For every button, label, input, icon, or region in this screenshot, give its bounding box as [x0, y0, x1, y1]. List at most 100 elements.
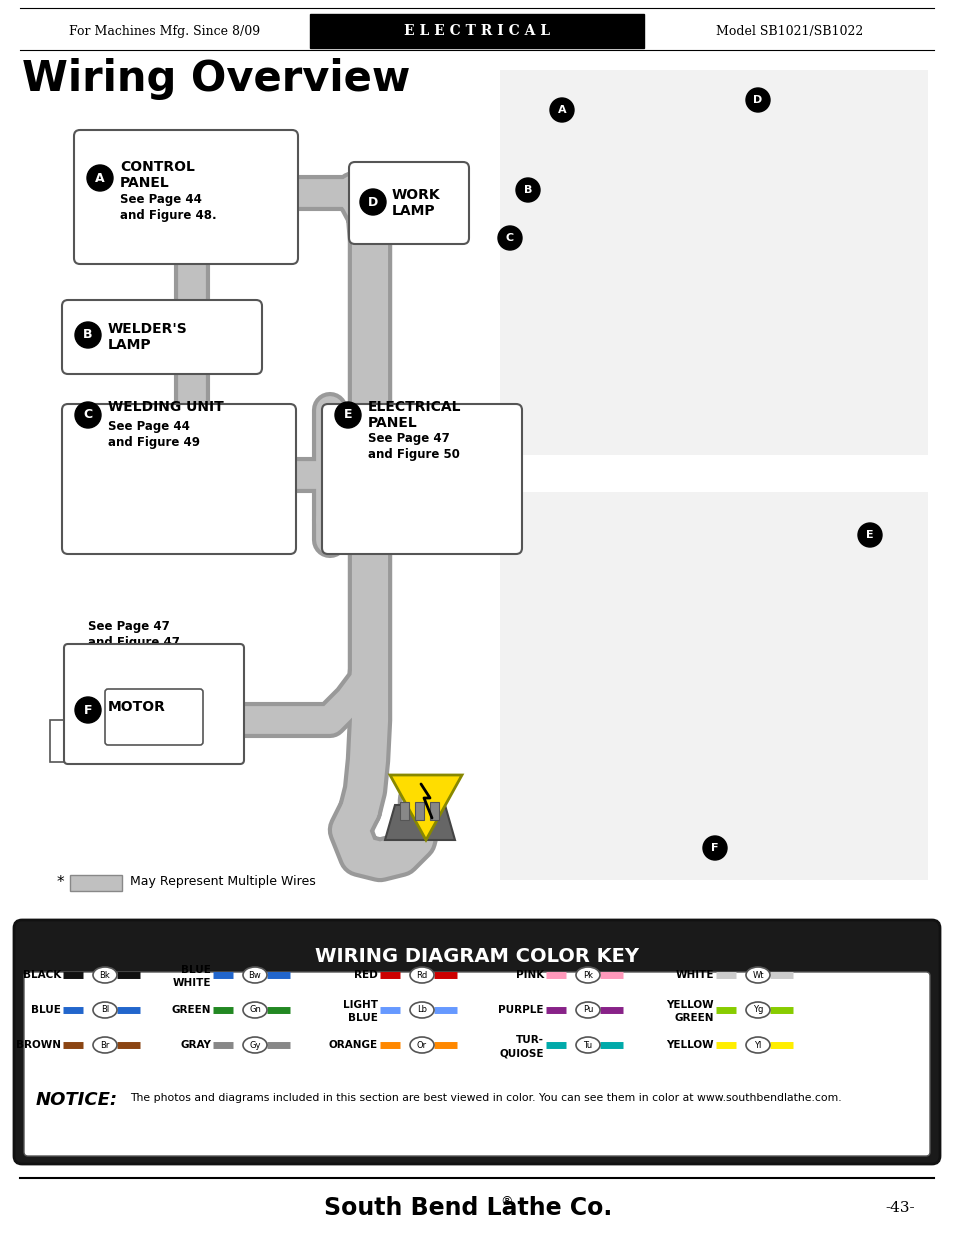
Text: BLACK: BLACK [23, 969, 61, 981]
Bar [50, 720, 68, 762]
FancyBboxPatch shape [64, 643, 244, 764]
Text: ELECTRICAL
PANEL: ELECTRICAL PANEL [368, 400, 461, 430]
Ellipse shape [243, 967, 267, 983]
Circle shape [335, 403, 360, 429]
Text: WHITE: WHITE [172, 978, 211, 988]
Bar [499, 492, 927, 881]
Text: Or: Or [416, 1041, 427, 1050]
Circle shape [702, 836, 726, 860]
Text: CONTROL
PANEL: CONTROL PANEL [120, 161, 194, 190]
Text: *: * [56, 874, 64, 889]
Text: See Page 44
and Figure 48.: See Page 44 and Figure 48. [120, 193, 216, 222]
Text: C: C [83, 409, 92, 421]
Ellipse shape [243, 1002, 267, 1018]
Text: Br: Br [100, 1041, 110, 1050]
Text: QUIOSE: QUIOSE [499, 1049, 543, 1058]
Text: RED: RED [354, 969, 377, 981]
Text: -43-: -43- [884, 1200, 914, 1215]
Polygon shape [385, 805, 455, 840]
Circle shape [516, 178, 539, 203]
Circle shape [359, 189, 386, 215]
Text: PINK: PINK [516, 969, 543, 981]
FancyBboxPatch shape [14, 920, 939, 1165]
Bar [430, 802, 438, 820]
FancyBboxPatch shape [349, 162, 469, 245]
Circle shape [857, 522, 882, 547]
Text: E: E [865, 530, 873, 540]
Text: WIRING DIAGRAM COLOR KEY: WIRING DIAGRAM COLOR KEY [314, 946, 639, 966]
Text: E L E C T R I C A L: E L E C T R I C A L [403, 23, 550, 38]
Text: B: B [523, 185, 532, 195]
Ellipse shape [92, 1002, 117, 1018]
Ellipse shape [745, 1002, 769, 1018]
Ellipse shape [410, 1037, 434, 1053]
Text: Yg: Yg [752, 1005, 762, 1014]
Ellipse shape [92, 967, 117, 983]
Text: WELDING UNIT: WELDING UNIT [108, 400, 224, 414]
Circle shape [87, 165, 112, 191]
Text: C: C [505, 233, 514, 243]
FancyBboxPatch shape [24, 972, 929, 1156]
Bar [310, 14, 643, 48]
Text: WHITE: WHITE [675, 969, 713, 981]
Text: See Page 47
and Figure 50: See Page 47 and Figure 50 [368, 432, 459, 461]
Text: GREEN: GREEN [674, 1013, 713, 1023]
Text: Bl: Bl [101, 1005, 109, 1014]
Ellipse shape [410, 967, 434, 983]
Text: Wiring Overview: Wiring Overview [22, 58, 410, 100]
Text: BROWN: BROWN [16, 1040, 61, 1050]
Text: BLUE: BLUE [181, 965, 211, 974]
Text: E: E [343, 409, 352, 421]
Text: See Page 47
and Figure 47: See Page 47 and Figure 47 [88, 620, 180, 650]
Circle shape [550, 98, 574, 122]
Text: D: D [368, 195, 377, 209]
Text: GRAY: GRAY [180, 1040, 211, 1050]
Text: WELDER'S
LAMP: WELDER'S LAMP [108, 322, 188, 352]
Polygon shape [390, 776, 461, 840]
Text: PURPLE: PURPLE [498, 1005, 543, 1015]
Text: B: B [83, 329, 92, 342]
Ellipse shape [745, 967, 769, 983]
Text: MOTOR: MOTOR [108, 700, 166, 714]
FancyBboxPatch shape [105, 689, 203, 745]
Text: Bw: Bw [249, 971, 261, 979]
Text: ®: ® [499, 1195, 512, 1209]
Bar [499, 70, 927, 454]
Text: May Represent Multiple Wires: May Represent Multiple Wires [130, 876, 315, 888]
Bar [70, 876, 122, 890]
Text: The photos and diagrams included in this section are best viewed in color. You c: The photos and diagrams included in this… [130, 1093, 841, 1103]
Text: See Page 44
and Figure 49: See Page 44 and Figure 49 [108, 420, 200, 450]
Text: Model SB1021/SB1022: Model SB1021/SB1022 [716, 25, 862, 37]
Text: LIGHT: LIGHT [343, 1000, 377, 1010]
Text: Tu: Tu [583, 1041, 592, 1050]
Text: Lb: Lb [416, 1005, 427, 1014]
Text: WORK
LAMP: WORK LAMP [392, 188, 440, 219]
Text: BLUE: BLUE [348, 1013, 377, 1023]
Text: A: A [558, 105, 566, 115]
Ellipse shape [92, 1037, 117, 1053]
Text: BLUE: BLUE [31, 1005, 61, 1015]
FancyBboxPatch shape [74, 130, 297, 264]
Text: Yl: Yl [754, 1041, 760, 1050]
Circle shape [745, 88, 769, 112]
Circle shape [75, 403, 101, 429]
FancyBboxPatch shape [322, 404, 521, 555]
Circle shape [75, 697, 101, 722]
Text: F: F [84, 704, 92, 716]
Bar [399, 802, 409, 820]
Bar [415, 802, 423, 820]
Text: Bk: Bk [99, 971, 111, 979]
Text: D: D [753, 95, 761, 105]
Text: NOTICE:: NOTICE: [36, 1091, 118, 1109]
FancyBboxPatch shape [62, 404, 295, 555]
Text: Gy: Gy [249, 1041, 260, 1050]
Text: TUR-: TUR- [516, 1035, 543, 1045]
Text: A: A [95, 172, 105, 184]
Text: Gn: Gn [249, 1005, 261, 1014]
Circle shape [75, 322, 101, 348]
Text: ORANGE: ORANGE [329, 1040, 377, 1050]
Text: YELLOW: YELLOW [666, 1000, 713, 1010]
Circle shape [497, 226, 521, 249]
Text: For Machines Mfg. Since 8/09: For Machines Mfg. Since 8/09 [70, 25, 260, 37]
Ellipse shape [410, 1002, 434, 1018]
